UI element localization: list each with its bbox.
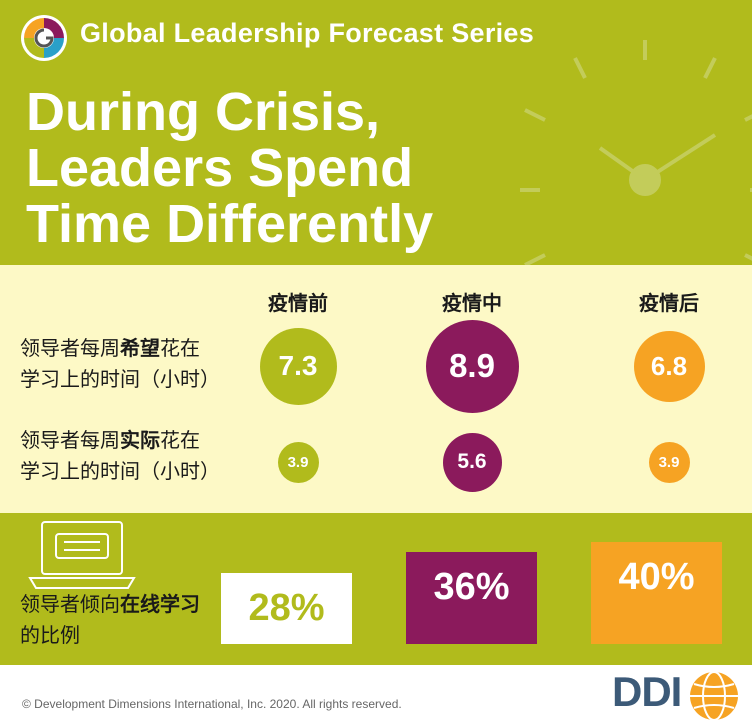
column-header-after: 疫情后 [639, 293, 699, 315]
laptop-icon [28, 521, 136, 589]
series-title: Global Leadership Forecast Series [80, 18, 535, 48]
hours-section [0, 265, 752, 513]
copyright-text: © Development Dimensions International, … [22, 697, 402, 711]
headline: During Crisis, Leaders Spend Time Differ… [26, 84, 433, 252]
row-label-hoped: 领导者每周希望花在 学习上的时间（小时） [20, 338, 220, 391]
bubble-hoped-after: 6.8 [633, 330, 705, 402]
globe-icon [690, 671, 738, 721]
glf-logo-icon [21, 15, 67, 61]
clock-icon [520, 40, 752, 265]
headline-line: During Crisis, [26, 82, 381, 142]
column-header-before: 疫情前 [268, 293, 328, 315]
bubble-hoped-during: 8.9 [425, 319, 519, 413]
online-bar-after: 40% [591, 542, 722, 644]
online-bar-during: 36% [406, 552, 537, 644]
bubble-hoped-before: 7.3 [259, 327, 337, 405]
ddi-logo: DDI [612, 668, 682, 715]
row-label-actual: 领导者每周实际花在 学习上的时间（小时） [20, 430, 220, 483]
column-header-during: 疫情中 [442, 293, 502, 315]
bubble-actual-during: 5.6 [442, 432, 502, 492]
header-band: Global Leadership Forecast Series During… [0, 0, 752, 265]
online-bar-before: 28% [221, 573, 352, 644]
bubble-actual-before: 3.9 [277, 441, 319, 483]
row-label-online: 领导者倾向在线学习 的比例 [20, 594, 200, 647]
headline-line: Time Differently [26, 194, 434, 254]
bubble-actual-after: 3.9 [648, 441, 690, 483]
headline-line: Leaders Spend [26, 138, 414, 198]
